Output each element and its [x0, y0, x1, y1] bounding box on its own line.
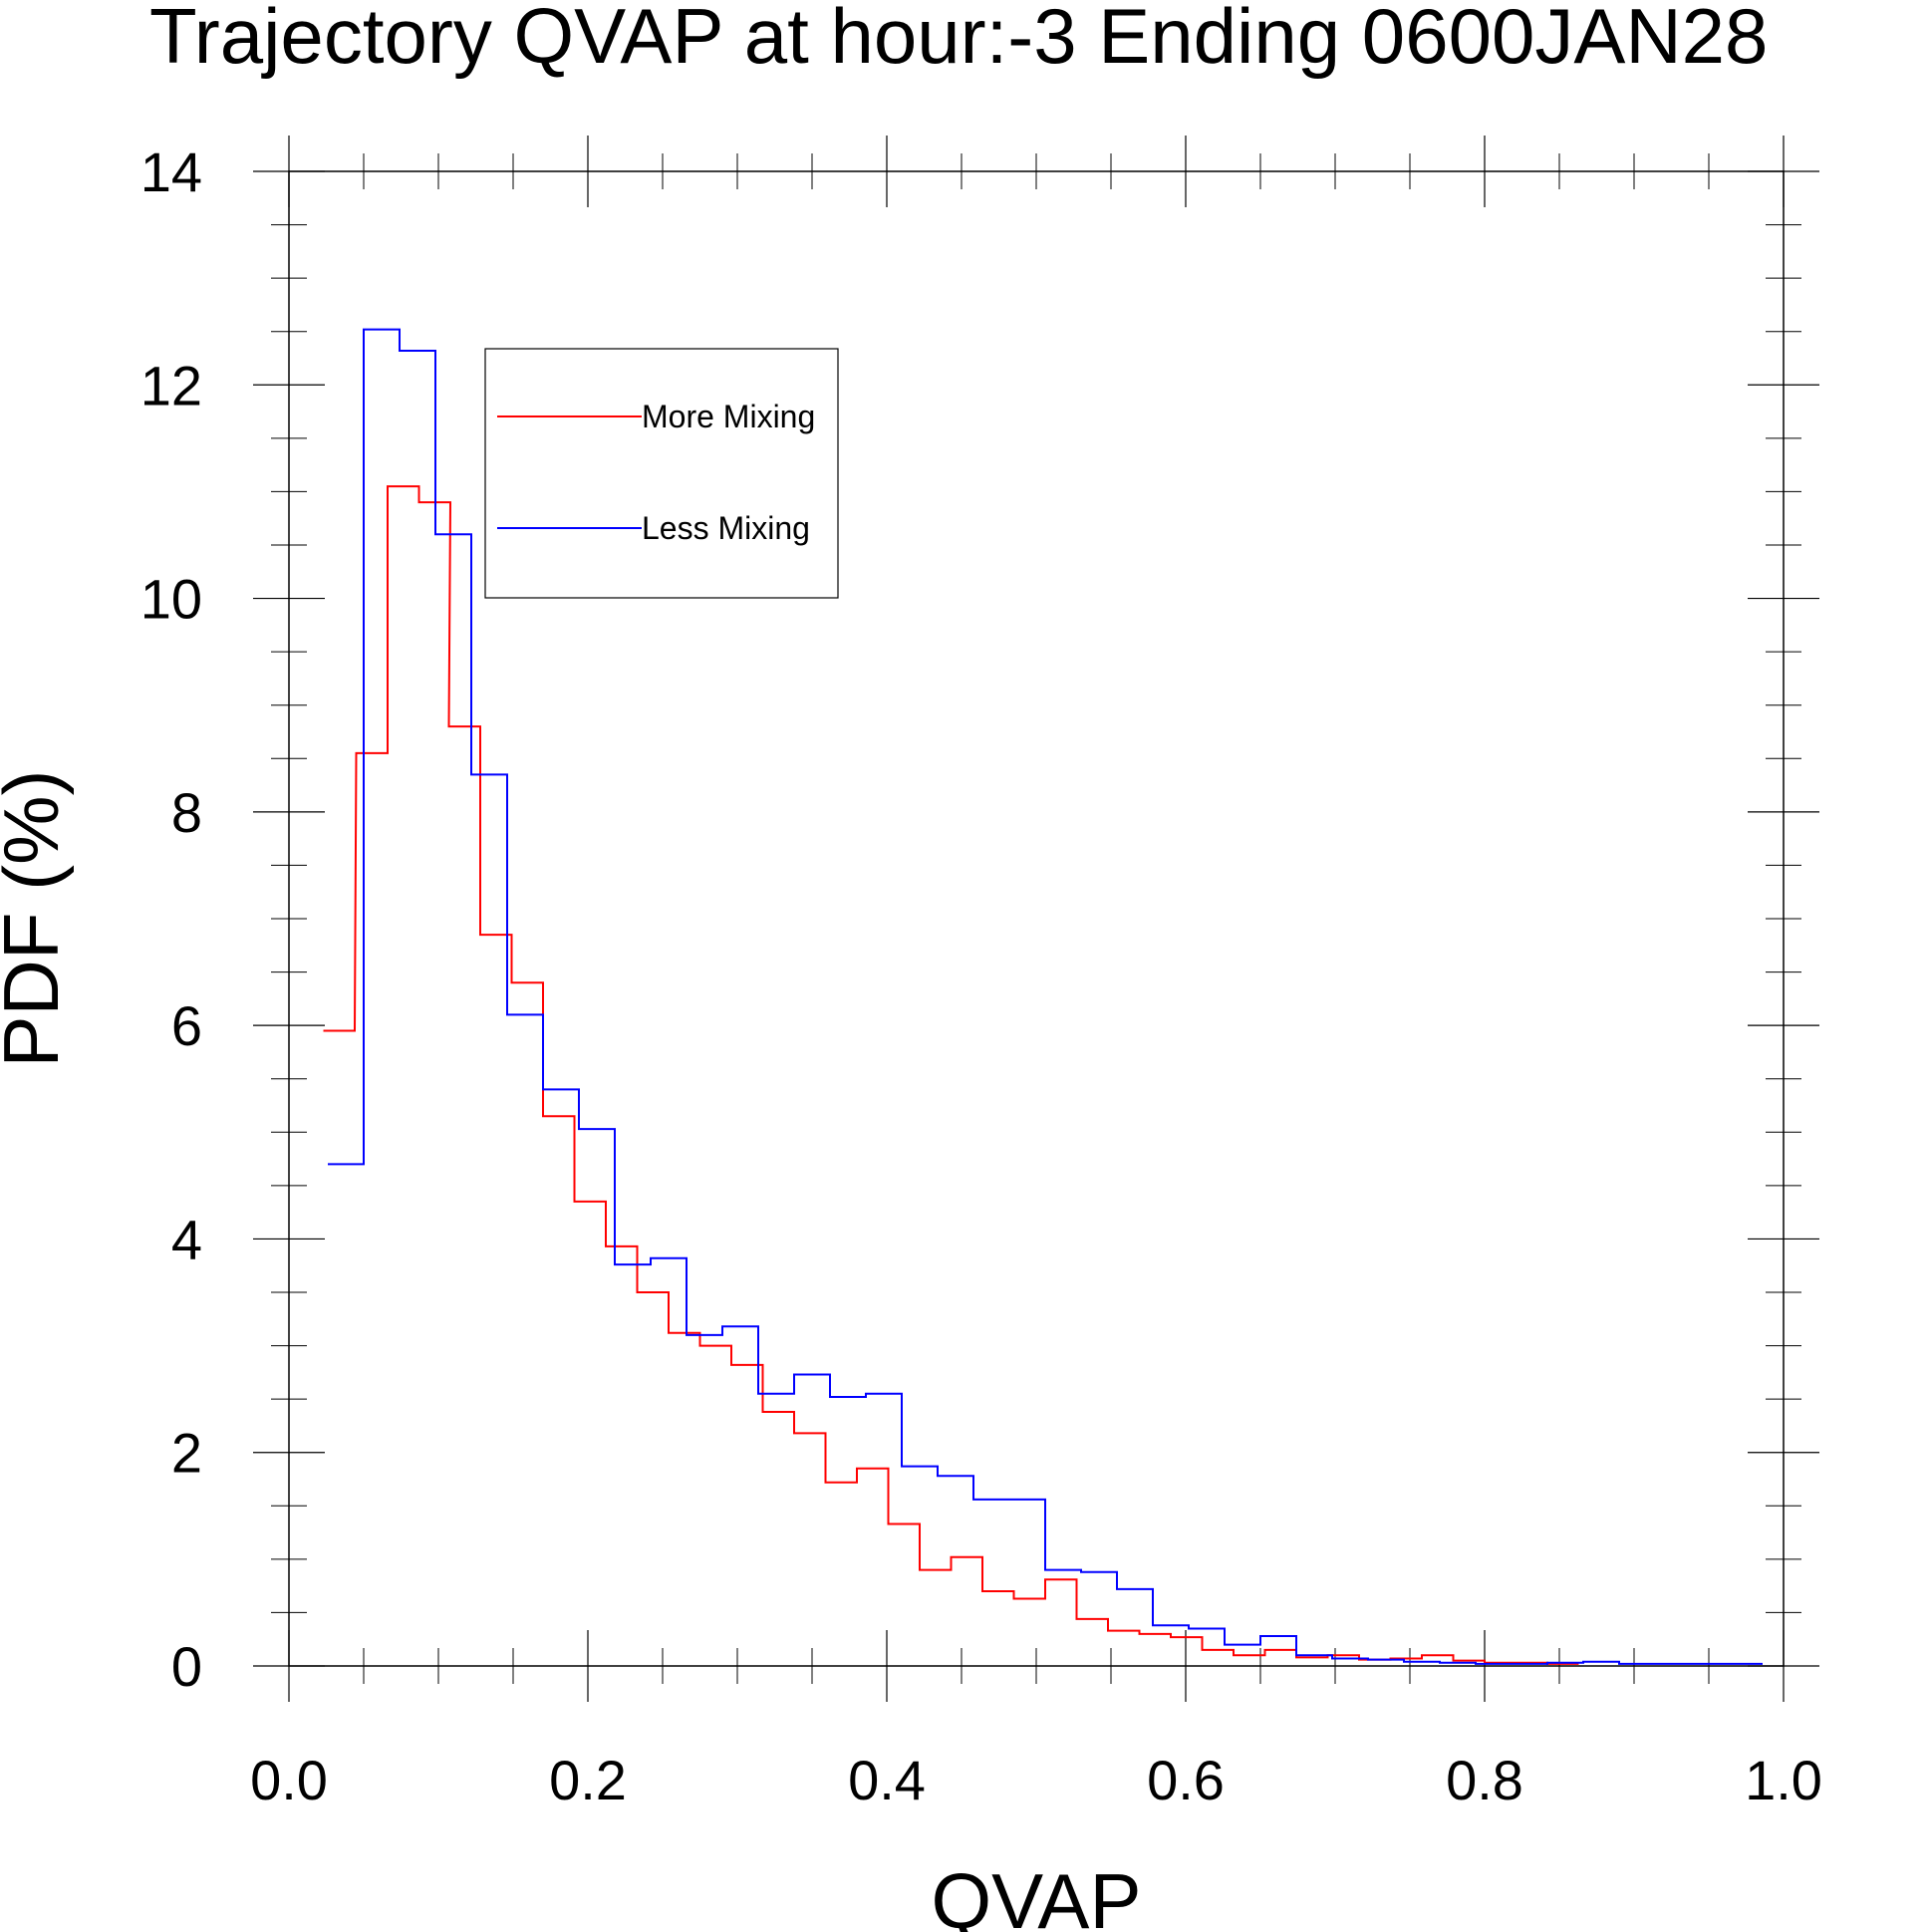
x-tick-label: 0.2: [549, 1749, 627, 1811]
y-tick-label: 6: [171, 994, 202, 1057]
x-tick-label: 0.6: [1147, 1749, 1225, 1811]
x-tick-label: 1.0: [1745, 1749, 1822, 1811]
x-tick-label: 0.4: [848, 1749, 926, 1811]
legend-label-less-mixing: Less Mixing: [642, 510, 810, 546]
x-axis-label: QVAP: [932, 1857, 1142, 1932]
legend-label-more-mixing: More Mixing: [642, 399, 815, 434]
y-tick-label: 10: [140, 568, 202, 631]
axis-ticks: 0.0 0.2 0.4 0.6 0.8 1.0 0 2 4 6 8 10 12 14: [140, 136, 1822, 1811]
y-tick-label: 4: [171, 1208, 202, 1270]
x-tick-label: 0.0: [250, 1749, 328, 1811]
series-less-mixing: [328, 328, 1763, 1665]
series-more-mixing: [323, 485, 1579, 1665]
series-layer: [323, 328, 1763, 1665]
x-tick-label: 0.8: [1446, 1749, 1523, 1811]
series-line: [323, 485, 1579, 1665]
y-tick-label: 8: [171, 781, 202, 844]
legend: More Mixing Less Mixing: [484, 348, 839, 599]
chart-title: Trajectory QVAP at hour:-3 Ending 0600JA…: [149, 0, 1768, 80]
y-tick-label: 2: [171, 1422, 202, 1485]
y-tick-label: 12: [140, 354, 202, 416]
y-tick-label: 14: [140, 140, 202, 203]
legend-box: [484, 348, 839, 599]
y-axis-label: PDF (%): [0, 770, 75, 1068]
y-tick-label: 0: [171, 1635, 202, 1698]
series-line: [328, 328, 1763, 1665]
